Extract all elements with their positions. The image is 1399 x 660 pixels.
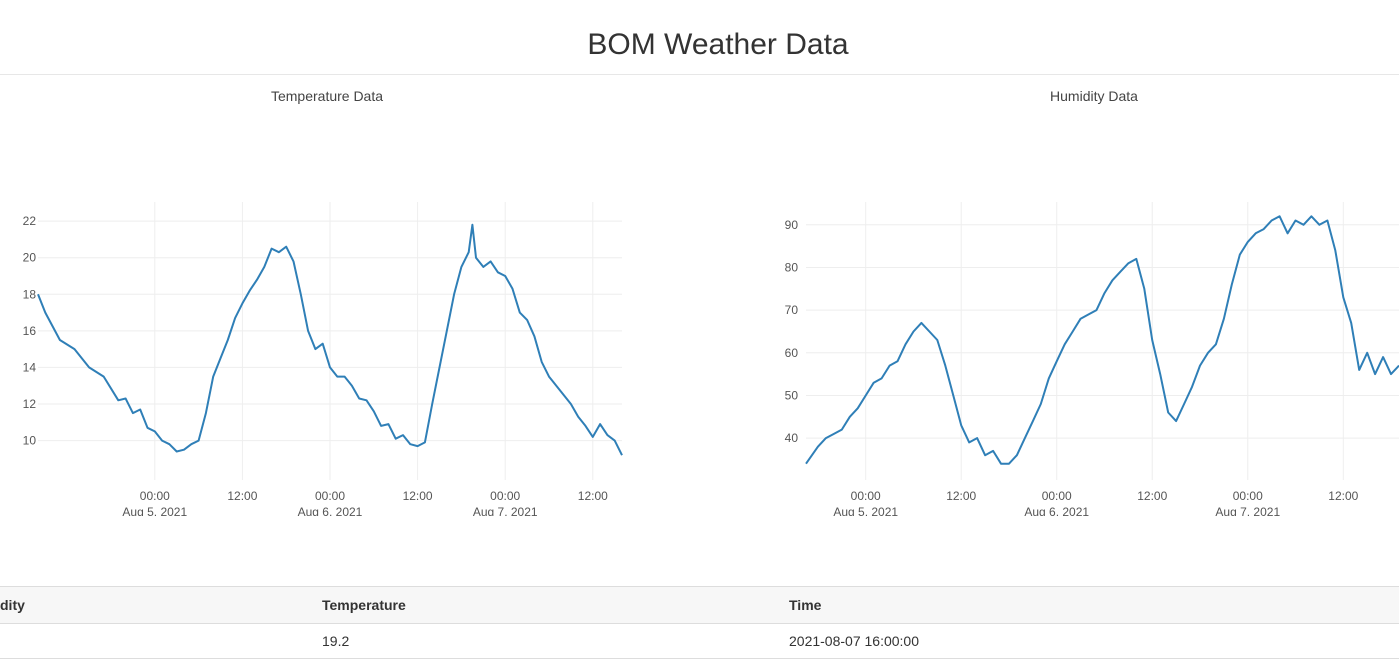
x-tick-date-label: Aug 6, 2021: [1024, 505, 1089, 516]
series-line: [805, 215, 1399, 465]
col-header-humidity[interactable]: dity: [0, 586, 322, 624]
cell-temperature: 19.2: [322, 623, 789, 659]
weather-table: dity Temperature Time 19.2 2021-08-07 16…: [0, 586, 1399, 659]
temperature-chart: Temperature Data 00:00 Aug 5, 2021 12:00 00:…: [23, 88, 623, 516]
table-row: 19.2 2021-08-07 16:00:00: [0, 623, 1399, 659]
x-tick-label: 00:00: [851, 489, 881, 503]
table-header-row: dity Temperature Time: [0, 586, 1399, 624]
x-tick-date-label: Aug 7, 2021: [473, 505, 538, 516]
x-tick-label: 12:00: [403, 489, 433, 503]
x-tick-label: 00:00: [140, 489, 170, 503]
y-tick-label: 14: [23, 360, 37, 374]
x-tick-label: 12:00: [578, 489, 608, 503]
x-tick-label: 12:00: [1328, 489, 1358, 503]
cell-humidity: [0, 623, 322, 659]
y-tick-label: 18: [23, 287, 37, 301]
header-divider: [0, 74, 1399, 75]
chart-title: Humidity Data: [1050, 88, 1138, 104]
x-tick-date-label: Aug 5, 2021: [122, 505, 187, 516]
x-tick-date-label: Aug 7, 2021: [1215, 505, 1280, 516]
humidity-chart: Humidity Data 00:00 Aug 5, 2021 12:00 00:00 A…: [785, 88, 1399, 516]
x-tick-label: 00:00: [1233, 489, 1263, 503]
y-tick-label: 22: [23, 214, 37, 228]
y-tick-label: 16: [23, 324, 37, 338]
x-tick-label: 12:00: [1137, 489, 1167, 503]
page-title: BOM Weather Data: [587, 28, 849, 61]
y-tick-label: 60: [785, 346, 799, 360]
x-tick-label: 12:00: [227, 489, 257, 503]
y-tick-label: 70: [785, 303, 799, 317]
col-header-time[interactable]: Time: [789, 586, 1399, 624]
cell-time: 2021-08-07 16:00:00: [789, 623, 1399, 659]
y-tick-label: 80: [785, 260, 799, 274]
chart-title: Temperature Data: [271, 88, 383, 104]
x-tick-label: 00:00: [1042, 489, 1072, 503]
y-tick-label: 90: [785, 218, 799, 232]
y-tick-label: 12: [23, 397, 37, 411]
y-tick-label: 40: [785, 431, 799, 445]
x-tick-date-label: Aug 6, 2021: [298, 505, 363, 516]
y-tick-label: 20: [23, 251, 37, 265]
y-tick-label: 50: [785, 388, 799, 402]
col-header-temperature[interactable]: Temperature: [322, 586, 789, 624]
y-tick-label: 10: [23, 434, 37, 448]
x-tick-date-label: Aug 5, 2021: [833, 505, 898, 516]
series-line: [37, 223, 623, 456]
x-tick-label: 00:00: [315, 489, 345, 503]
x-tick-label: 00:00: [490, 489, 520, 503]
x-tick-label: 12:00: [946, 489, 976, 503]
